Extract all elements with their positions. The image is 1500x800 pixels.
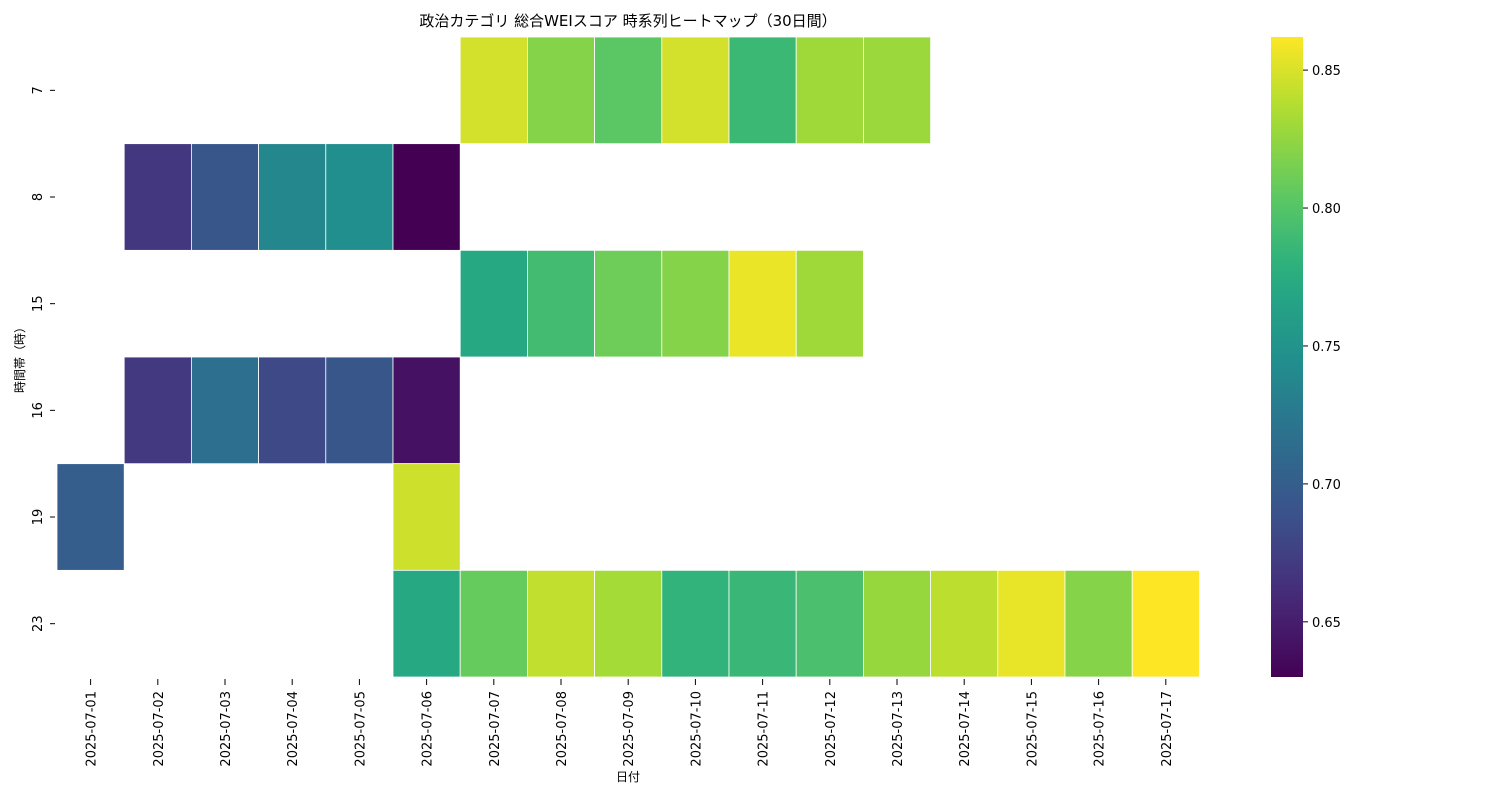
heatmap-cell bbox=[123, 356, 192, 465]
colorbar-tick-label: 0.80 bbox=[1312, 202, 1341, 217]
colorbar-tick-label: 0.75 bbox=[1312, 340, 1341, 355]
heatmap-cell bbox=[527, 249, 596, 358]
x-tick-label: 2025-07-12 bbox=[824, 691, 839, 767]
y-tick-label: 19 bbox=[31, 509, 46, 526]
y-tick-label: 7 bbox=[31, 86, 46, 94]
x-tick-label: 2025-07-01 bbox=[85, 691, 100, 767]
y-tick-label: 15 bbox=[31, 295, 46, 312]
x-tick-label: 2025-07-06 bbox=[421, 691, 436, 767]
heatmap-cell bbox=[190, 356, 259, 465]
colorbar-tick-label: 0.85 bbox=[1312, 64, 1341, 79]
x-tick-label: 2025-07-07 bbox=[488, 691, 503, 767]
heatmap-cell bbox=[527, 569, 596, 678]
heatmap-cell bbox=[258, 143, 327, 251]
x-tick-label: 2025-07-08 bbox=[555, 691, 570, 767]
x-tick-label: 2025-07-14 bbox=[958, 691, 973, 767]
heatmap-cell bbox=[123, 143, 192, 251]
heatmap-cell bbox=[392, 143, 461, 251]
y-tick-label: 16 bbox=[31, 402, 46, 419]
heatmap-cells bbox=[56, 36, 1200, 678]
heatmap-cell bbox=[56, 463, 125, 571]
x-tick-label: 2025-07-17 bbox=[1160, 691, 1175, 767]
x-tick-label: 2025-07-15 bbox=[1025, 691, 1040, 767]
heatmap-cell bbox=[930, 569, 999, 678]
x-tick-label: 2025-07-02 bbox=[152, 691, 167, 767]
heatmap-cell bbox=[392, 463, 461, 571]
heatmap-cell bbox=[863, 569, 932, 678]
heatmap-cell bbox=[459, 249, 528, 358]
y-tick-label: 8 bbox=[31, 193, 46, 201]
heatmap-cell bbox=[594, 249, 663, 358]
heatmap-cell bbox=[459, 569, 528, 678]
heatmap-cell bbox=[258, 356, 327, 465]
heatmap-cell bbox=[661, 249, 730, 358]
x-tick-label: 2025-07-16 bbox=[1093, 691, 1108, 767]
colorbar-tick-label: 0.70 bbox=[1312, 478, 1341, 493]
x-tick-label: 2025-07-13 bbox=[891, 691, 906, 767]
heatmap-cell bbox=[728, 36, 797, 145]
x-axis-label: 日付 bbox=[616, 770, 640, 784]
heatmap-cell bbox=[1064, 569, 1133, 678]
heatmap-cell bbox=[392, 356, 461, 465]
y-tick-label: 23 bbox=[31, 615, 46, 632]
chart-title: 政治カテゴリ 総合WEIスコア 時系列ヒートマップ（30日間） bbox=[419, 12, 836, 30]
colorbar-gradient bbox=[1271, 37, 1303, 677]
heatmap-cell bbox=[661, 569, 730, 678]
heatmap-cell bbox=[392, 569, 461, 678]
heatmap-cell bbox=[728, 249, 797, 358]
x-tick-label: 2025-07-11 bbox=[757, 691, 772, 767]
heatmap-cell bbox=[527, 36, 596, 145]
y-axis-ticks: 7 8 15 16 19 23 bbox=[31, 86, 55, 632]
x-tick-label: 2025-07-03 bbox=[219, 691, 234, 767]
x-tick-label: 2025-07-05 bbox=[353, 691, 368, 767]
x-axis-ticks: 2025-07-01 2025-07-02 2025-07-03 2025-07-04… bbox=[85, 679, 1175, 767]
heatmap-cell bbox=[459, 36, 528, 145]
heatmap-cell bbox=[997, 569, 1066, 678]
heatmap-cell bbox=[795, 249, 864, 358]
heatmap-cell bbox=[795, 36, 864, 145]
y-axis-label: 時間帯（時） bbox=[13, 321, 27, 393]
heatmap-cell bbox=[594, 36, 663, 145]
heatmap-cell bbox=[661, 36, 730, 145]
x-tick-label: 2025-07-04 bbox=[286, 691, 301, 767]
x-tick-label: 2025-07-09 bbox=[622, 691, 637, 767]
heatmap-cell bbox=[325, 143, 394, 251]
colorbar: 0.65 0.70 0.75 0.80 0.85 bbox=[1271, 37, 1341, 677]
heatmap-cell bbox=[1131, 569, 1200, 678]
heatmap-cell bbox=[190, 143, 259, 251]
heatmap-cell bbox=[795, 569, 864, 678]
heatmap-cell bbox=[325, 356, 394, 465]
x-tick-label: 2025-07-10 bbox=[689, 691, 704, 767]
colorbar-tick-label: 0.65 bbox=[1312, 616, 1341, 631]
heatmap-cell bbox=[728, 569, 797, 678]
heatmap-cell bbox=[863, 36, 932, 145]
heatmap-cell bbox=[594, 569, 663, 678]
